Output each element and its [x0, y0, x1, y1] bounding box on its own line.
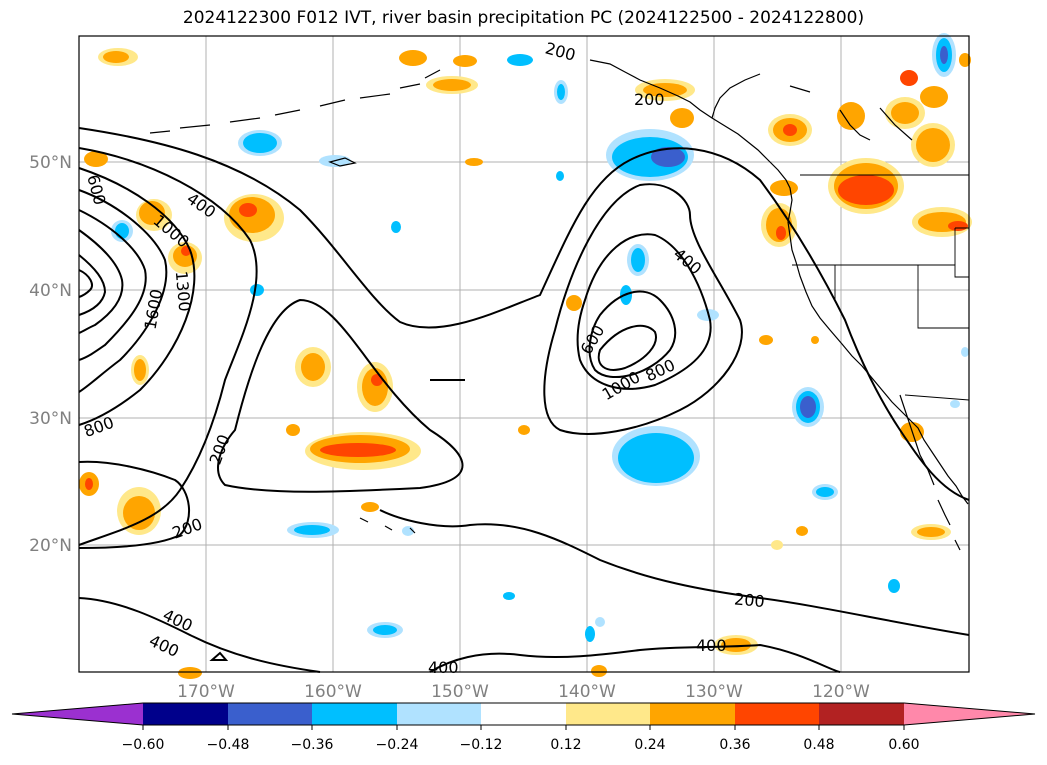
- colorbar-tick: 0.12: [550, 737, 581, 753]
- colorbar-segment: [228, 703, 312, 725]
- colorbar-tick: 0.60: [888, 737, 919, 753]
- map-frame: [78, 35, 970, 673]
- colorbar-tick: −0.12: [460, 737, 503, 753]
- contour-label: 200: [733, 589, 765, 611]
- contour-label: 1300: [172, 270, 194, 312]
- lon-label: 120°W: [812, 682, 870, 702]
- contour-label: 200: [634, 90, 665, 109]
- longitude-labels: 170°W 160°W 150°W 140°W 130°W 120°W: [177, 682, 870, 702]
- colorbar-segment: [566, 703, 650, 725]
- lat-label: 20°N: [29, 536, 72, 556]
- colorbar-segment: [735, 703, 819, 725]
- latitude-labels: 50°N 40°N 30°N 20°N: [29, 153, 72, 556]
- colorbar-tick: −0.24: [376, 737, 419, 753]
- precip-shading: [79, 33, 972, 679]
- colorbar-tick: −0.60: [122, 737, 165, 753]
- colorbar-segment: [650, 703, 735, 725]
- lat-label: 40°N: [29, 281, 72, 301]
- colorbar-segment: [312, 703, 397, 725]
- colorbar-tick: 0.24: [634, 737, 665, 753]
- ivt-contours: [78, 127, 970, 673]
- colorbar-tick: −0.36: [291, 737, 334, 753]
- colorbar-tick: 0.48: [803, 737, 834, 753]
- lon-label: 160°W: [304, 682, 362, 702]
- colorbar-segment: [481, 703, 566, 725]
- contour-label: 400: [696, 636, 727, 655]
- lon-label: 140°W: [558, 682, 616, 702]
- colorbar-extend-min: [12, 703, 143, 725]
- map-background: [79, 36, 969, 672]
- coastlines: [149, 59, 969, 551]
- colorbar-tick: 0.36: [719, 737, 750, 753]
- lat-label: 50°N: [29, 153, 72, 173]
- lon-label: 150°W: [431, 682, 489, 702]
- colorbar-segment: [819, 703, 904, 725]
- colorbar: −0.60 −0.48 −0.36 −0.24 −0.12 0.12 0.24 …: [11, 702, 1036, 753]
- colorbar-segment: [143, 703, 228, 725]
- lat-label: 30°N: [29, 409, 72, 429]
- colorbar-tick: −0.48: [207, 737, 250, 753]
- colorbar-segment: [397, 703, 481, 725]
- political-borders: [792, 174, 970, 401]
- colorbar-extend-max: [904, 703, 1035, 725]
- graticule: [79, 36, 969, 672]
- contour-label: 400: [428, 658, 459, 677]
- lon-label: 130°W: [685, 682, 743, 702]
- map-title: 2024122300 F012 IVT, river basin precipi…: [182, 8, 865, 28]
- lon-label: 170°W: [177, 682, 235, 702]
